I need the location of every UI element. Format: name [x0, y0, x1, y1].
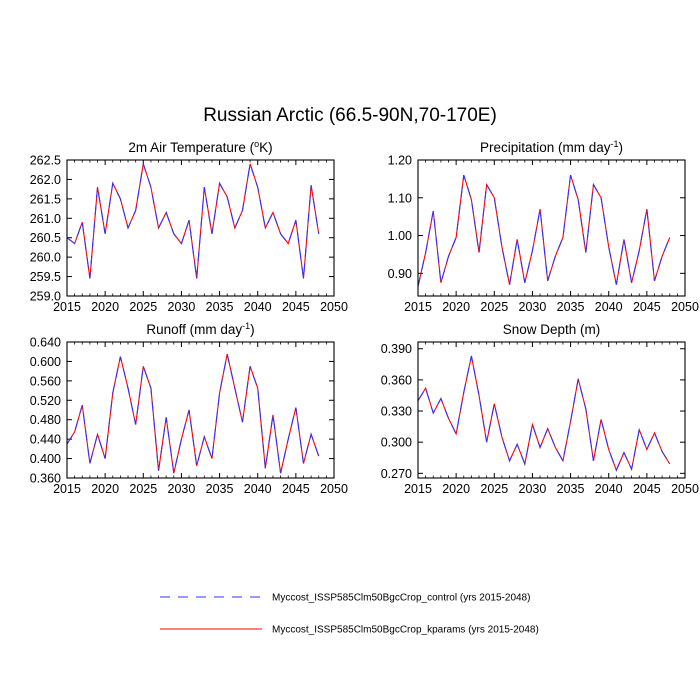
chart-panel-1: 2m Air Temperature (oK) 2015 2020 2025 2030 2…: [30, 139, 348, 314]
y-tick-label: 260.0: [30, 251, 61, 265]
panel-title-text: Runoff (mm day: [146, 322, 242, 337]
x-tick-label: 2030: [519, 300, 547, 314]
panel-title-superscript: -1: [611, 139, 619, 149]
x-tick-label: 2045: [633, 300, 661, 314]
panel-title-superscript: o: [254, 139, 259, 149]
x-tick-label: 2030: [519, 482, 547, 496]
y-tick-label: 0.390: [381, 342, 412, 356]
series-line-control: [66, 354, 320, 474]
x-tick-label: 2035: [206, 482, 234, 496]
series-line-kparams: [66, 163, 320, 279]
x-tick-label: 2050: [671, 300, 699, 314]
series-line-kparams: [417, 355, 671, 472]
y-tick-label: 0.640: [30, 336, 61, 350]
x-tick-label: 2025: [129, 482, 157, 496]
y-tick-label: 0.440: [30, 433, 61, 447]
plot-frame: [66, 159, 335, 297]
series-line-kparams: [417, 174, 671, 287]
y-tick-label: 261.5: [30, 192, 61, 206]
panel-title-text-end: ): [619, 140, 624, 155]
x-tick-label: 2045: [633, 482, 661, 496]
x-tick-label: 2025: [129, 300, 157, 314]
x-tick-label: 2015: [53, 482, 81, 496]
x-tick-label: 2040: [244, 482, 272, 496]
y-tick-label: 0.360: [381, 373, 412, 387]
y-tick-label: 0.480: [30, 413, 61, 427]
legend-item-2: Myccost_ISSP585Clm50BgcCrop_kparams (yrs…: [160, 625, 539, 636]
x-tick-label: 2020: [442, 300, 470, 314]
x-tick-label: 2040: [595, 300, 623, 314]
x-tick-label: 2050: [671, 482, 699, 496]
panel-title-text: 2m Air Temperature (: [128, 140, 254, 155]
x-tick-label: 2025: [480, 482, 508, 496]
panel-title-text: Snow Depth (m): [503, 322, 601, 337]
y-tick-label: 0.520: [30, 394, 61, 408]
x-tick-label: 2015: [404, 300, 432, 314]
legend-item-1: Myccost_ISSP585Clm50BgcCrop_control (yrs…: [160, 593, 530, 604]
x-tick-label: 2040: [595, 482, 623, 496]
x-tick-label: 2035: [557, 482, 585, 496]
panel-title-text-end: ): [250, 322, 255, 337]
x-tick-label: 2015: [404, 482, 432, 496]
x-tick-label: 2050: [320, 482, 348, 496]
y-tick-label: 0.330: [381, 405, 412, 419]
x-tick-label: 2025: [480, 300, 508, 314]
panel-title: Precipitation (mm day-1): [480, 139, 623, 155]
y-tick-label: 262.0: [30, 173, 61, 187]
chart-panel-2: Precipitation (mm day-1) 2015 2020 2025 2030…: [388, 139, 699, 314]
series-line-control: [417, 355, 671, 472]
x-tick-label: 2030: [168, 482, 196, 496]
y-tick-label: 0.400: [30, 452, 61, 466]
y-tick-label: 262.5: [30, 154, 61, 168]
series-line-control: [66, 163, 320, 279]
plot-frame: [417, 341, 686, 479]
x-tick-label: 2035: [557, 300, 585, 314]
y-tick-label: 261.0: [30, 212, 61, 226]
panel-title: Snow Depth (m): [503, 322, 601, 337]
x-tick-label: 2045: [282, 300, 310, 314]
x-tick-label: 2015: [53, 300, 81, 314]
y-tick-label: 0.90: [388, 267, 412, 281]
y-tick-label: 0.270: [381, 467, 412, 481]
x-tick-label: 2040: [244, 300, 272, 314]
chart-panel-3: Runoff (mm day-1) 2015 2020 2025 2030 2035 204…: [30, 321, 348, 496]
plot-frame: [417, 159, 686, 297]
x-tick-label: 2020: [91, 482, 119, 496]
series-line-control: [417, 174, 671, 287]
y-tick-label: 1.20: [388, 154, 412, 168]
x-tick-label: 2050: [320, 300, 348, 314]
x-tick-label: 2035: [206, 300, 234, 314]
legend-label: Myccost_ISSP585Clm50BgcCrop_control (yrs…: [272, 593, 530, 604]
y-tick-label: 0.600: [30, 355, 61, 369]
y-tick-label: 0.360: [30, 472, 61, 486]
x-tick-label: 2030: [168, 300, 196, 314]
panel-title: Runoff (mm day-1): [146, 321, 254, 337]
y-tick-label: 0.300: [381, 436, 412, 450]
plot-frame: [66, 341, 335, 479]
x-tick-label: 2020: [91, 300, 119, 314]
y-tick-label: 1.00: [388, 229, 412, 243]
series-line-kparams: [66, 354, 320, 474]
y-tick-label: 259.5: [30, 270, 61, 284]
y-tick-label: 1.10: [388, 191, 412, 205]
x-tick-label: 2020: [442, 482, 470, 496]
panel-title-superscript: -1: [242, 321, 250, 331]
legend-label: Myccost_ISSP585Clm50BgcCrop_kparams (yrs…: [272, 625, 539, 636]
y-tick-label: 260.5: [30, 231, 61, 245]
y-tick-label: 0.560: [30, 374, 61, 388]
panel-title-text-end: K): [259, 140, 273, 155]
y-tick-label: 259.0: [30, 290, 61, 304]
x-tick-label: 2045: [282, 482, 310, 496]
panel-title: 2m Air Temperature (oK): [128, 139, 272, 155]
figure-title: Russian Arctic (66.5-90N,70-170E): [203, 105, 497, 126]
panel-title-text: Precipitation (mm day: [480, 140, 611, 155]
chart-panel-4: Snow Depth (m) 2015 2020 2025 2030 2035 2040 20…: [381, 322, 699, 496]
